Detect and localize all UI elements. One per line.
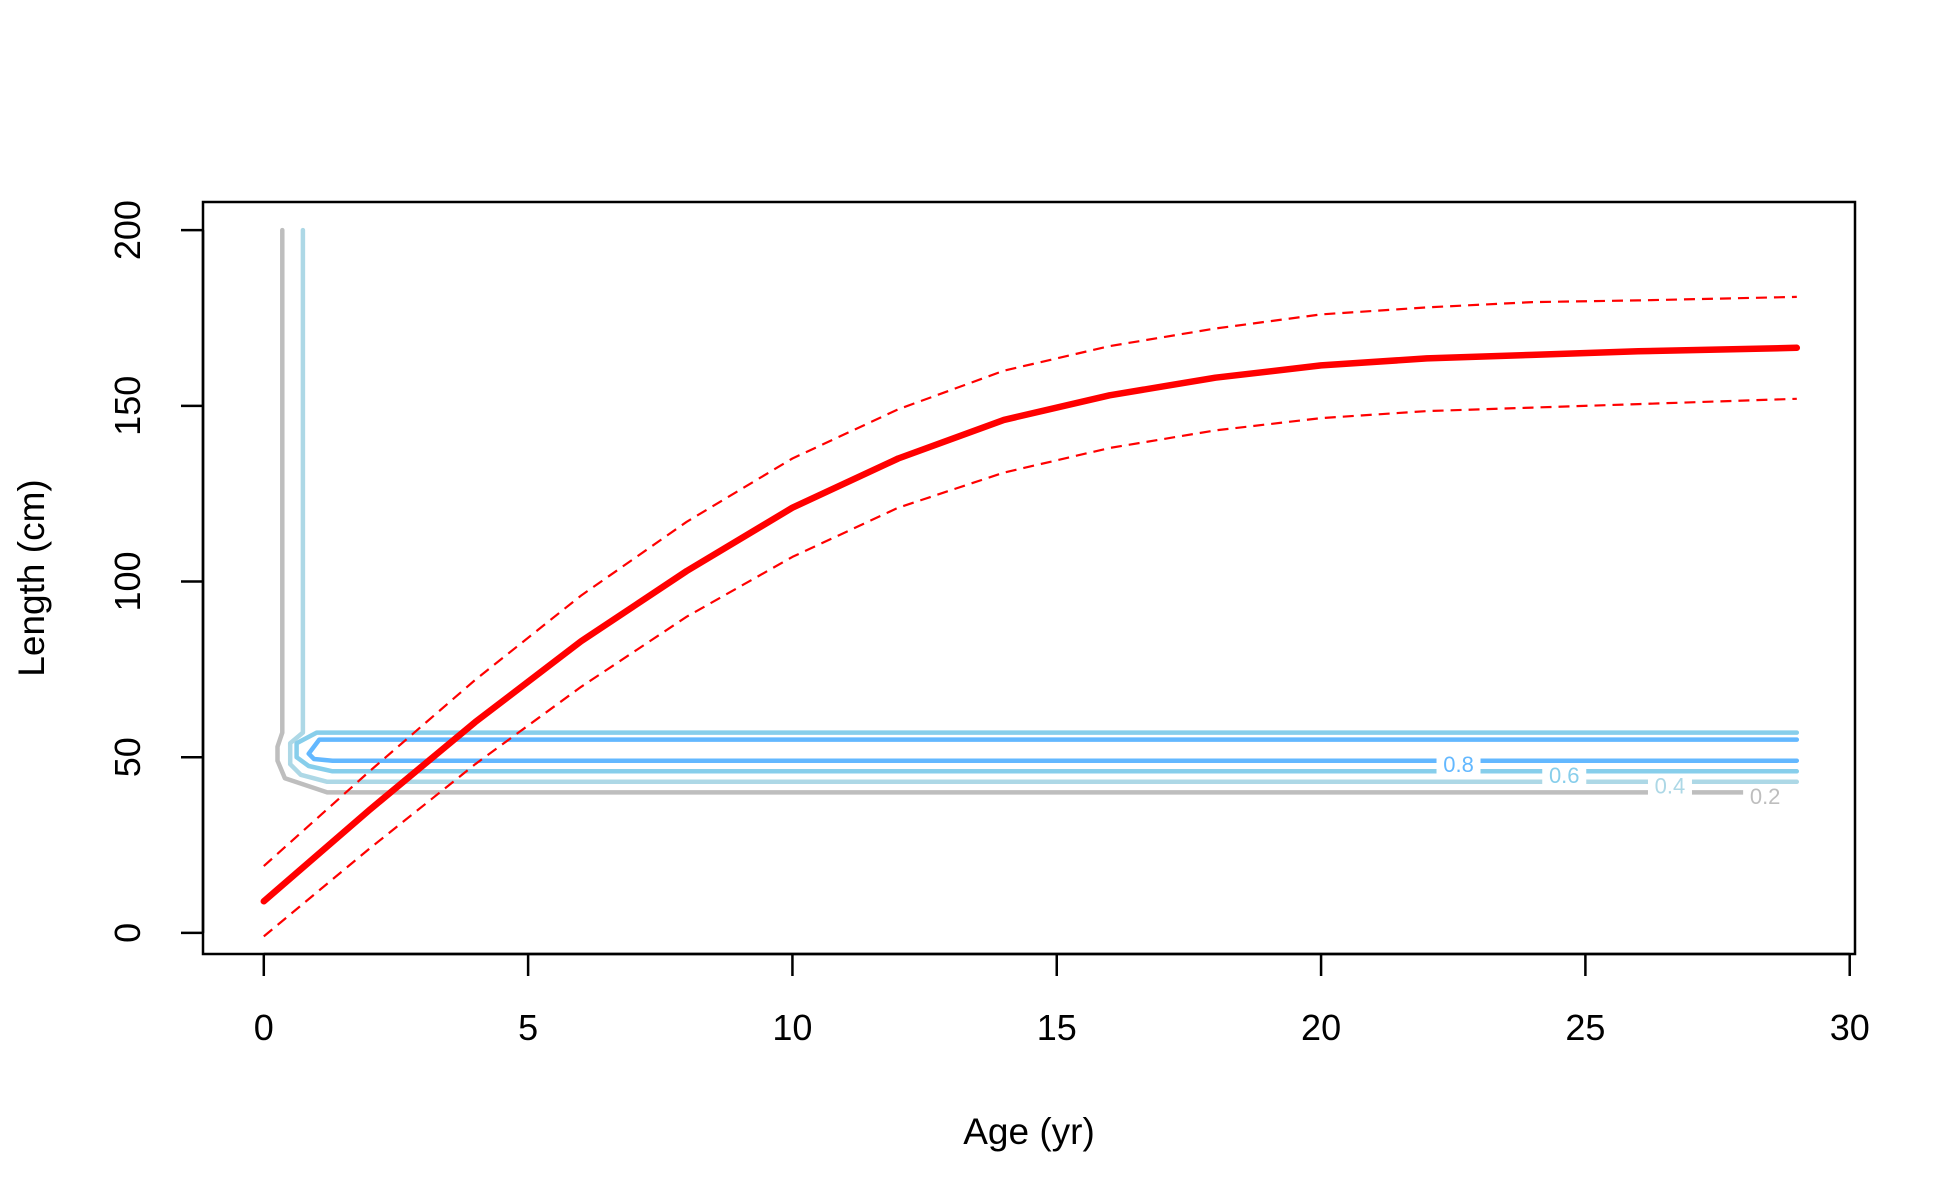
contour-layer: 0.2 0.4 0.6 0.8 xyxy=(275,227,1800,809)
contour-label-gap xyxy=(1743,781,1788,808)
x-tick-label: 15 xyxy=(1037,1007,1077,1048)
x-tick-label: 5 xyxy=(518,1007,538,1048)
y-axis-title: Length (cm) xyxy=(11,479,52,676)
y-tick-label: 50 xyxy=(107,737,148,777)
y-axis: 0 50 100 150 200 xyxy=(107,200,205,943)
contour-label-gap xyxy=(1436,750,1481,777)
y-tick-label: 200 xyxy=(107,200,148,260)
contour-label-gap xyxy=(1647,771,1692,798)
y-tick-label: 150 xyxy=(107,376,148,436)
x-tick-label: 0 xyxy=(254,1007,274,1048)
contour-label-0.6: 0.6 xyxy=(1549,763,1580,788)
x-tick-label: 10 xyxy=(772,1007,812,1048)
contour-label-gap xyxy=(1542,760,1587,787)
x-axis-title: Age (yr) xyxy=(963,1111,1095,1152)
plot-frame xyxy=(201,200,1857,956)
series-line-upper-interval xyxy=(263,295,1797,867)
contour-line-0.8 xyxy=(306,737,1800,763)
series-line-lower-interval xyxy=(263,397,1797,938)
contour-label-0.8: 0.8 xyxy=(1443,752,1474,777)
contour-label-0.4: 0.4 xyxy=(1655,773,1686,798)
series-line-mean-length xyxy=(260,344,1801,905)
x-axis: 0 5 10 15 20 25 30 xyxy=(254,952,1870,1048)
contour-line-0.6 xyxy=(294,730,1800,774)
y-tick-label: 100 xyxy=(107,551,148,611)
contour-label-0.2: 0.2 xyxy=(1750,784,1781,809)
x-tick-label: 25 xyxy=(1565,1007,1605,1048)
y-tick-label: 0 xyxy=(107,923,148,943)
x-tick-label: 20 xyxy=(1301,1007,1341,1048)
x-tick-label: 30 xyxy=(1830,1007,1870,1048)
contour-line-0.4 xyxy=(287,227,1800,785)
series-layer xyxy=(260,295,1801,938)
contour-line-0.2 xyxy=(275,227,1747,795)
